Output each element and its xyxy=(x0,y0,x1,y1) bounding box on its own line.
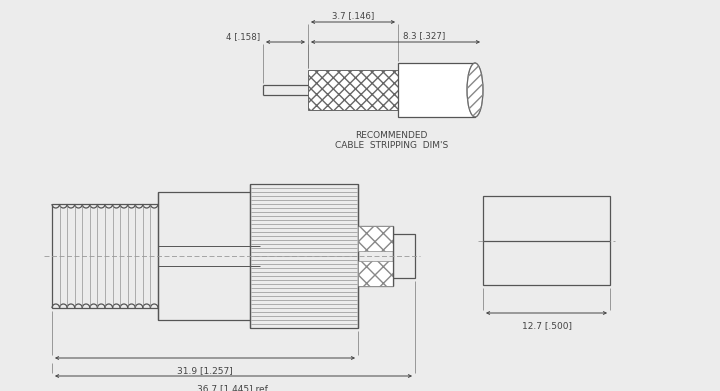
Polygon shape xyxy=(358,226,393,251)
Ellipse shape xyxy=(467,63,483,117)
Text: RECOMMENDED: RECOMMENDED xyxy=(355,131,428,140)
Text: 4 [.158]: 4 [.158] xyxy=(226,32,260,41)
Text: CABLE  STRIPPING  DIM'S: CABLE STRIPPING DIM'S xyxy=(335,141,448,150)
Polygon shape xyxy=(398,63,475,117)
Text: 36.7 [1.445] ref.: 36.7 [1.445] ref. xyxy=(197,384,270,391)
Polygon shape xyxy=(358,261,393,286)
Text: 3.7 [.146]: 3.7 [.146] xyxy=(332,11,374,20)
Polygon shape xyxy=(308,70,398,110)
Text: 12.7 [.500]: 12.7 [.500] xyxy=(521,321,572,330)
Text: 8.3 [.327]: 8.3 [.327] xyxy=(403,31,445,40)
Text: 31.9 [1.257]: 31.9 [1.257] xyxy=(177,366,233,375)
